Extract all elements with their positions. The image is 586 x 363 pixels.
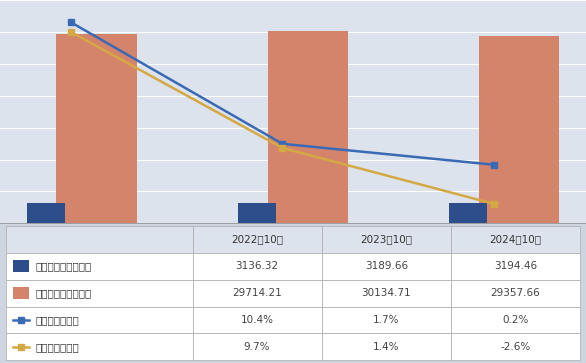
- Bar: [13, 287, 29, 299]
- Text: 累计值（亿吨公里）: 累计值（亿吨公里）: [35, 288, 91, 298]
- Text: 2023年10月: 2023年10月: [360, 234, 413, 245]
- Bar: [268, 31, 348, 223]
- Text: 0.2%: 0.2%: [502, 315, 529, 325]
- Bar: [449, 203, 488, 223]
- Text: 29714.21: 29714.21: [232, 288, 282, 298]
- Text: 累计值同比增速: 累计值同比增速: [35, 342, 79, 352]
- Text: 3194.46: 3194.46: [494, 261, 537, 272]
- Bar: [238, 203, 276, 223]
- Bar: [56, 34, 137, 223]
- Text: 2022年10月: 2022年10月: [231, 234, 283, 245]
- Text: 3136.32: 3136.32: [236, 261, 279, 272]
- Text: 1.4%: 1.4%: [373, 342, 400, 352]
- Bar: [13, 260, 29, 272]
- Bar: [26, 203, 64, 223]
- Text: 当期值同比增速: 当期值同比增速: [35, 315, 79, 325]
- Text: -2.6%: -2.6%: [500, 342, 531, 352]
- Text: 2024年10月: 2024年10月: [489, 234, 541, 245]
- Text: 30134.71: 30134.71: [362, 288, 411, 298]
- Text: 1.7%: 1.7%: [373, 315, 400, 325]
- Text: 9.7%: 9.7%: [244, 342, 270, 352]
- Text: 29357.66: 29357.66: [490, 288, 540, 298]
- Text: 当期值（亿吨公里）: 当期值（亿吨公里）: [35, 261, 91, 272]
- Bar: [479, 36, 560, 223]
- Text: 3189.66: 3189.66: [364, 261, 408, 272]
- Text: 10.4%: 10.4%: [241, 315, 274, 325]
